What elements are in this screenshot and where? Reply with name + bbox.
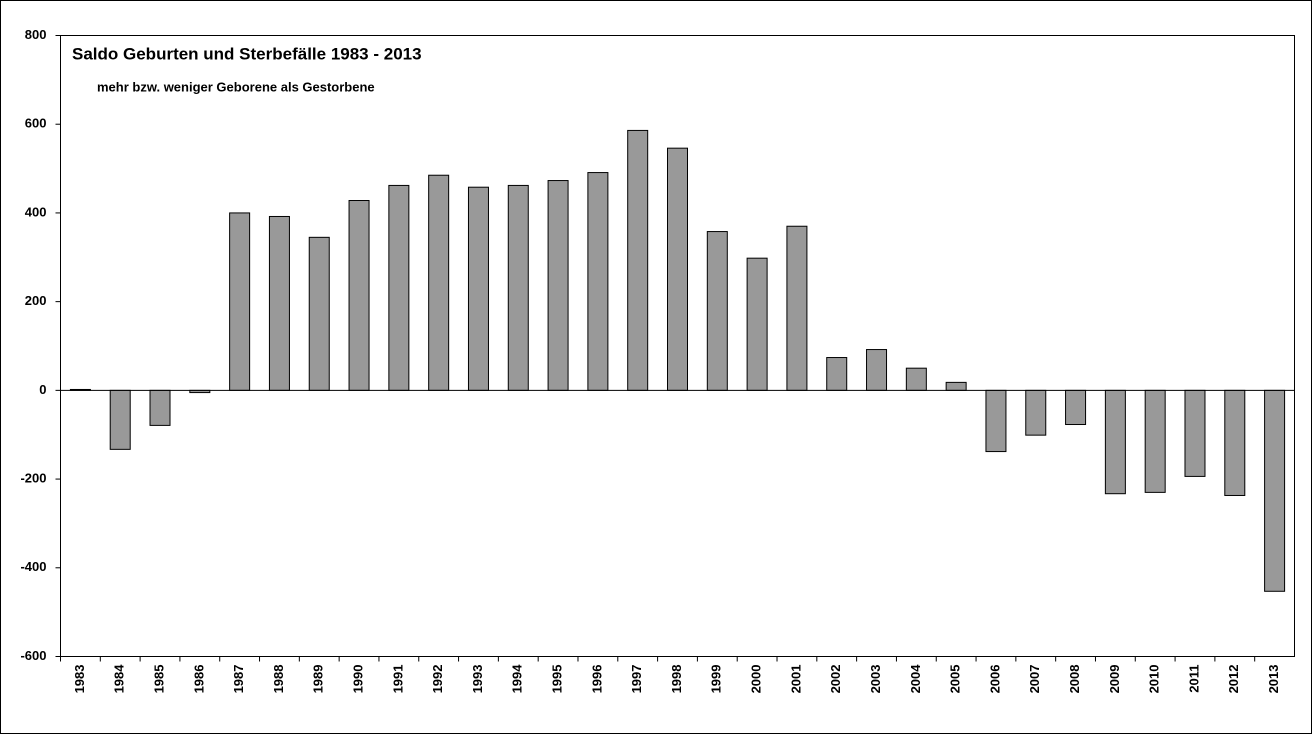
- bar: [706, 231, 728, 391]
- x-tick-label: 2005: [948, 665, 963, 694]
- bar: [985, 389, 1007, 453]
- bar: [1184, 389, 1206, 477]
- chart-subtitle: mehr bzw. weniger Geborene als Gestorben…: [97, 79, 375, 94]
- bar: [308, 236, 330, 391]
- x-tick-label: 2002: [828, 665, 843, 694]
- x-tick-label: 2010: [1147, 665, 1162, 694]
- x-tick-label: 1986: [191, 665, 206, 694]
- x-tick-label: 2003: [868, 665, 883, 694]
- x-tick-label: 1989: [311, 665, 326, 694]
- bar: [348, 200, 370, 391]
- bar: [547, 180, 569, 391]
- bar: [388, 184, 410, 391]
- bar: [667, 147, 688, 391]
- x-tick-label: 1998: [669, 665, 684, 694]
- y-tick-label: 600: [25, 116, 47, 131]
- x-tick-label: 1992: [430, 665, 445, 694]
- bar: [1224, 389, 1246, 496]
- x-tick-label: 2007: [1027, 665, 1042, 694]
- chart-title: Saldo Geburten und Sterbefälle 1983 - 20…: [72, 44, 422, 63]
- y-tick-label: 0: [39, 382, 46, 397]
- bar: [587, 172, 609, 391]
- y-tick-label: -200: [20, 471, 46, 486]
- x-tick-label: 1983: [72, 665, 87, 694]
- x-tick-label: 2001: [788, 665, 803, 694]
- x-tick-label: 2000: [749, 665, 764, 694]
- y-tick-label: 400: [25, 204, 47, 219]
- bar: [1065, 389, 1087, 426]
- bar: [866, 349, 888, 391]
- x-tick-label: 2009: [1107, 665, 1122, 694]
- bar: [826, 357, 848, 391]
- bar: [1264, 389, 1286, 592]
- x-tick-label: 2011: [1186, 665, 1201, 693]
- x-tick-label: 1988: [271, 665, 286, 694]
- bar: [627, 129, 649, 391]
- bar: [786, 225, 808, 391]
- y-tick-label: -600: [20, 648, 46, 663]
- bar: [467, 186, 489, 391]
- bar: [149, 389, 171, 426]
- x-tick-label: 1984: [112, 664, 127, 694]
- x-tick-label: 2012: [1226, 665, 1241, 694]
- bar: [109, 389, 131, 450]
- x-tick-label: 1987: [231, 665, 246, 694]
- x-tick-label: 2008: [1067, 665, 1082, 694]
- bar: [507, 184, 529, 391]
- x-tick-label: 2013: [1266, 665, 1281, 694]
- y-tick-label: 200: [25, 293, 47, 308]
- bar: [1104, 389, 1126, 495]
- x-tick-label: 2004: [908, 664, 923, 694]
- x-tick-label: 1995: [550, 665, 565, 694]
- bar: [229, 212, 251, 391]
- x-tick-label: 1997: [629, 665, 644, 694]
- bar: [268, 215, 290, 391]
- bar: [1144, 389, 1166, 493]
- x-tick-label: 1996: [589, 665, 604, 694]
- x-tick-label: 1991: [390, 665, 405, 694]
- x-tick-label: 1985: [151, 665, 166, 694]
- x-tick-label: 1990: [350, 665, 365, 694]
- bar: [1025, 389, 1047, 436]
- plot-area: [60, 35, 1295, 657]
- x-tick-label: 1994: [510, 664, 525, 694]
- bar: [945, 381, 967, 391]
- bar: [905, 367, 927, 391]
- bar: [746, 257, 768, 391]
- y-tick-label: -400: [20, 559, 46, 574]
- x-tick-label: 1999: [709, 665, 724, 694]
- y-tick-label: 800: [25, 27, 47, 42]
- bar: [428, 174, 450, 391]
- x-tick-label: 1993: [470, 665, 485, 694]
- x-tick-label: 2006: [987, 665, 1002, 694]
